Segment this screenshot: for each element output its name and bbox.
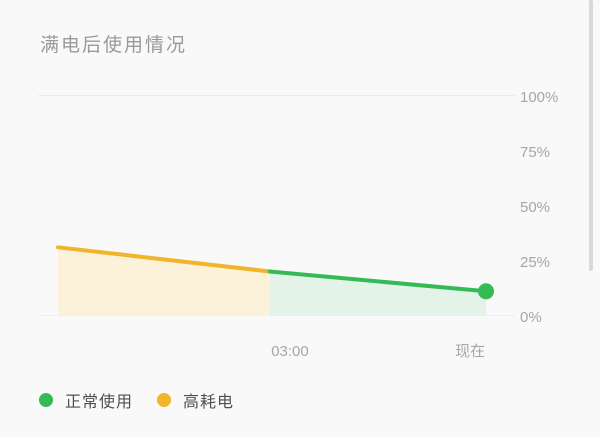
y-axis-tick: 100% [520, 88, 559, 106]
yellow-dot-icon [157, 393, 172, 407]
y-axis-tick: 25% [520, 253, 551, 271]
x-axis-tick-now: 现在 [455, 343, 486, 360]
legend-label: 高耗电 [183, 394, 235, 411]
legend-item-normal-use: 正常使用 [39, 388, 133, 412]
legend-label: 正常使用 [65, 394, 134, 411]
y-axis-tick: 0% [520, 308, 542, 326]
gridline-100-percent [38, 95, 515, 96]
green-dot-icon [39, 393, 53, 407]
page-title: 满电后使用情况 [40, 35, 188, 56]
y-axis-tick: 75% [520, 143, 551, 161]
x-axis-tick-0300: 03:00 [271, 343, 309, 360]
legend-item-high-drain: 高耗电 [157, 388, 234, 412]
gridline-0-percent [38, 315, 515, 316]
scrollbar[interactable] [589, 0, 593, 271]
chart-legend: 正常使用 高耗电 [39, 388, 234, 412]
y-axis-tick: 50% [520, 198, 551, 216]
